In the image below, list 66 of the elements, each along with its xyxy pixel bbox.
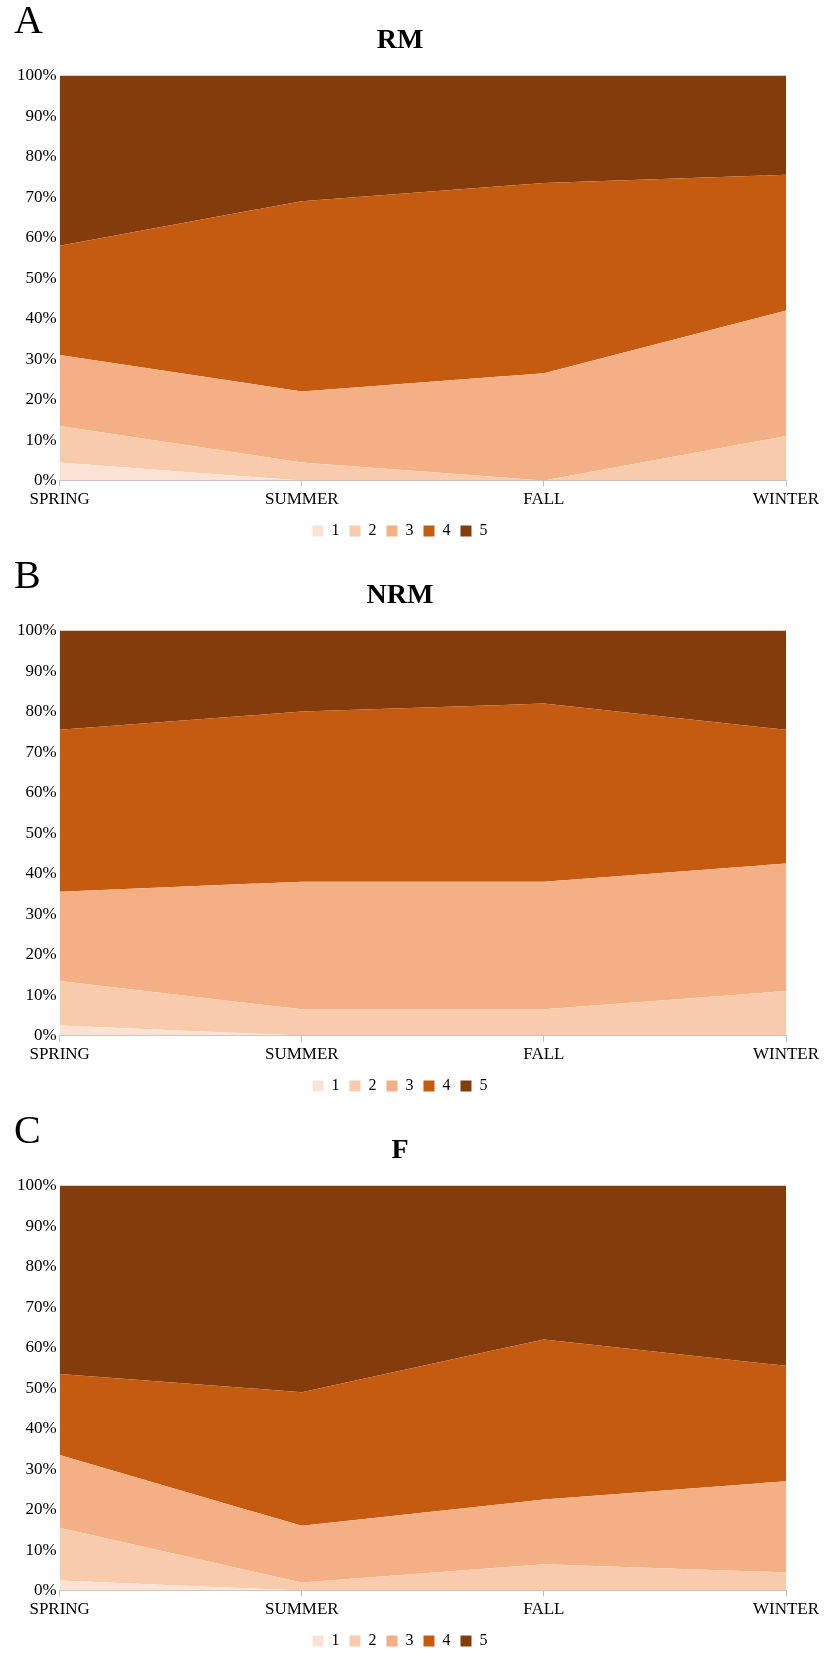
y-tick-label: 60% — [25, 782, 57, 802]
x-tick-label: WINTER — [752, 1599, 820, 1619]
y-tick-label: 50% — [25, 822, 57, 842]
text: C — [14, 1106, 41, 1152]
text: B — [14, 551, 41, 597]
x-tick-label: SUMMER — [264, 1044, 340, 1064]
x-tick-label: SPRING — [29, 1599, 90, 1619]
text: A — [14, 0, 43, 42]
x-tick-label: WINTER — [752, 489, 820, 509]
y-tick-label: 50% — [25, 1377, 57, 1397]
legend-label: 4 — [442, 1076, 451, 1094]
legend-label: 1 — [331, 1631, 340, 1649]
y-tick-label: 100% — [16, 65, 57, 85]
x-tick-label: SPRING — [29, 1044, 90, 1064]
y-tick-label: 90% — [25, 660, 57, 680]
legend-label: 3 — [405, 1076, 414, 1094]
y-tick-label: 80% — [25, 701, 57, 721]
y-tick-label: 40% — [25, 308, 57, 328]
legend-label: 2 — [368, 1076, 377, 1094]
y-tick-label: 90% — [25, 1215, 57, 1235]
y-tick-label: 80% — [25, 146, 57, 166]
legend-label: 5 — [479, 1076, 488, 1094]
x-tick-label: SPRING — [29, 489, 90, 509]
y-tick-label: 30% — [25, 1458, 57, 1478]
y-tick-label: 100% — [16, 620, 57, 640]
x-tick-label: FALL — [523, 489, 565, 509]
y-tick-label: 20% — [25, 1499, 57, 1519]
y-tick-label: 10% — [25, 1539, 57, 1559]
y-tick-label: 40% — [25, 1418, 57, 1438]
chart-title: RM — [376, 23, 424, 55]
y-tick-label: 0% — [33, 1025, 57, 1045]
y-tick-label: 100% — [16, 1175, 57, 1195]
y-tick-label: 20% — [25, 389, 57, 409]
y-tick-label: 50% — [25, 267, 57, 287]
y-tick-label: 10% — [25, 429, 57, 449]
y-tick-label: 70% — [25, 741, 57, 761]
y-tick-label: 60% — [25, 227, 57, 247]
y-tick-label: 10% — [25, 984, 57, 1004]
y-tick-label: 90% — [25, 105, 57, 125]
legend-label: 2 — [368, 521, 377, 539]
x-tick-label: SUMMER — [264, 489, 340, 509]
y-tick-label: 30% — [25, 348, 57, 368]
legend-label: 1 — [331, 1076, 340, 1094]
legend-label: 3 — [405, 521, 414, 539]
y-tick-label: 20% — [25, 944, 57, 964]
x-tick-label: FALL — [523, 1599, 565, 1619]
legend-label: 3 — [405, 1631, 414, 1649]
legend-label: 2 — [368, 1631, 377, 1649]
legend-label: 5 — [479, 1631, 488, 1649]
y-tick-label: 40% — [25, 863, 57, 883]
x-tick-label: FALL — [523, 1044, 565, 1064]
x-tick-label: WINTER — [752, 1044, 820, 1064]
y-tick-label: 80% — [25, 1256, 57, 1276]
y-tick-label: 60% — [25, 1337, 57, 1357]
legend-label: 5 — [479, 521, 488, 539]
y-tick-label: 0% — [33, 470, 57, 490]
chart-title: F — [391, 1133, 409, 1165]
y-tick-label: 0% — [33, 1580, 57, 1600]
legend-label: 1 — [331, 521, 340, 539]
y-tick-label: 70% — [25, 186, 57, 206]
chart-title: NRM — [366, 578, 434, 610]
legend-label: 4 — [442, 521, 451, 539]
legend-label: 4 — [442, 1631, 451, 1649]
y-tick-label: 30% — [25, 903, 57, 923]
y-tick-label: 70% — [25, 1296, 57, 1316]
x-tick-label: SUMMER — [264, 1599, 340, 1619]
